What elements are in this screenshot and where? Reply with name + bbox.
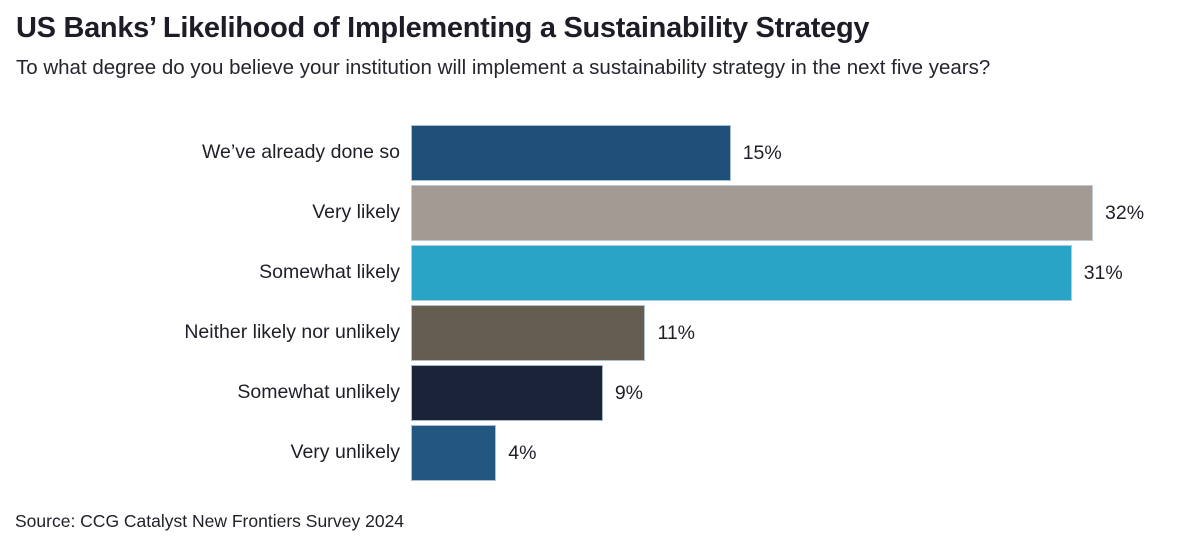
bar (411, 245, 1072, 301)
chart-row: Somewhat unlikely 9% (0, 365, 1200, 421)
chart-title: US Banks’ Likelihood of Implementing a S… (16, 12, 870, 44)
value-label: 15% (742, 141, 782, 164)
bar (411, 425, 497, 481)
chart-row: We’ve already done so 15% (0, 125, 1200, 181)
value-label: 4% (508, 441, 537, 464)
source-note: Source: CCG Catalyst New Frontiers Surve… (15, 511, 405, 531)
bar (411, 125, 731, 181)
value-label: 11% (657, 321, 696, 344)
value-label: 32% (1105, 201, 1145, 224)
bar (411, 185, 1093, 241)
category-label: Very unlikely (290, 441, 400, 464)
bar (411, 305, 646, 361)
category-label: Neither likely nor unlikely (184, 321, 400, 344)
chart-row: Somewhat likely 31% (0, 245, 1200, 301)
chart-row: Very likely 32% (0, 185, 1200, 241)
chart-row: Very unlikely 4% (0, 425, 1200, 481)
category-label: We’ve already done so (201, 141, 400, 164)
chart-subtitle: To what degree do you believe your insti… (16, 56, 991, 79)
chart-row: Neither likely nor unlikely 11% (0, 305, 1200, 361)
category-label: Very likely (312, 201, 400, 224)
bar (411, 365, 603, 421)
category-label: Somewhat likely (259, 261, 400, 284)
value-label: 9% (614, 381, 643, 404)
category-label: Somewhat unlikely (237, 381, 400, 404)
bar-chart: We’ve already done so 15% Very likely 32% So… (0, 125, 1200, 485)
value-label: 31% (1083, 261, 1123, 284)
